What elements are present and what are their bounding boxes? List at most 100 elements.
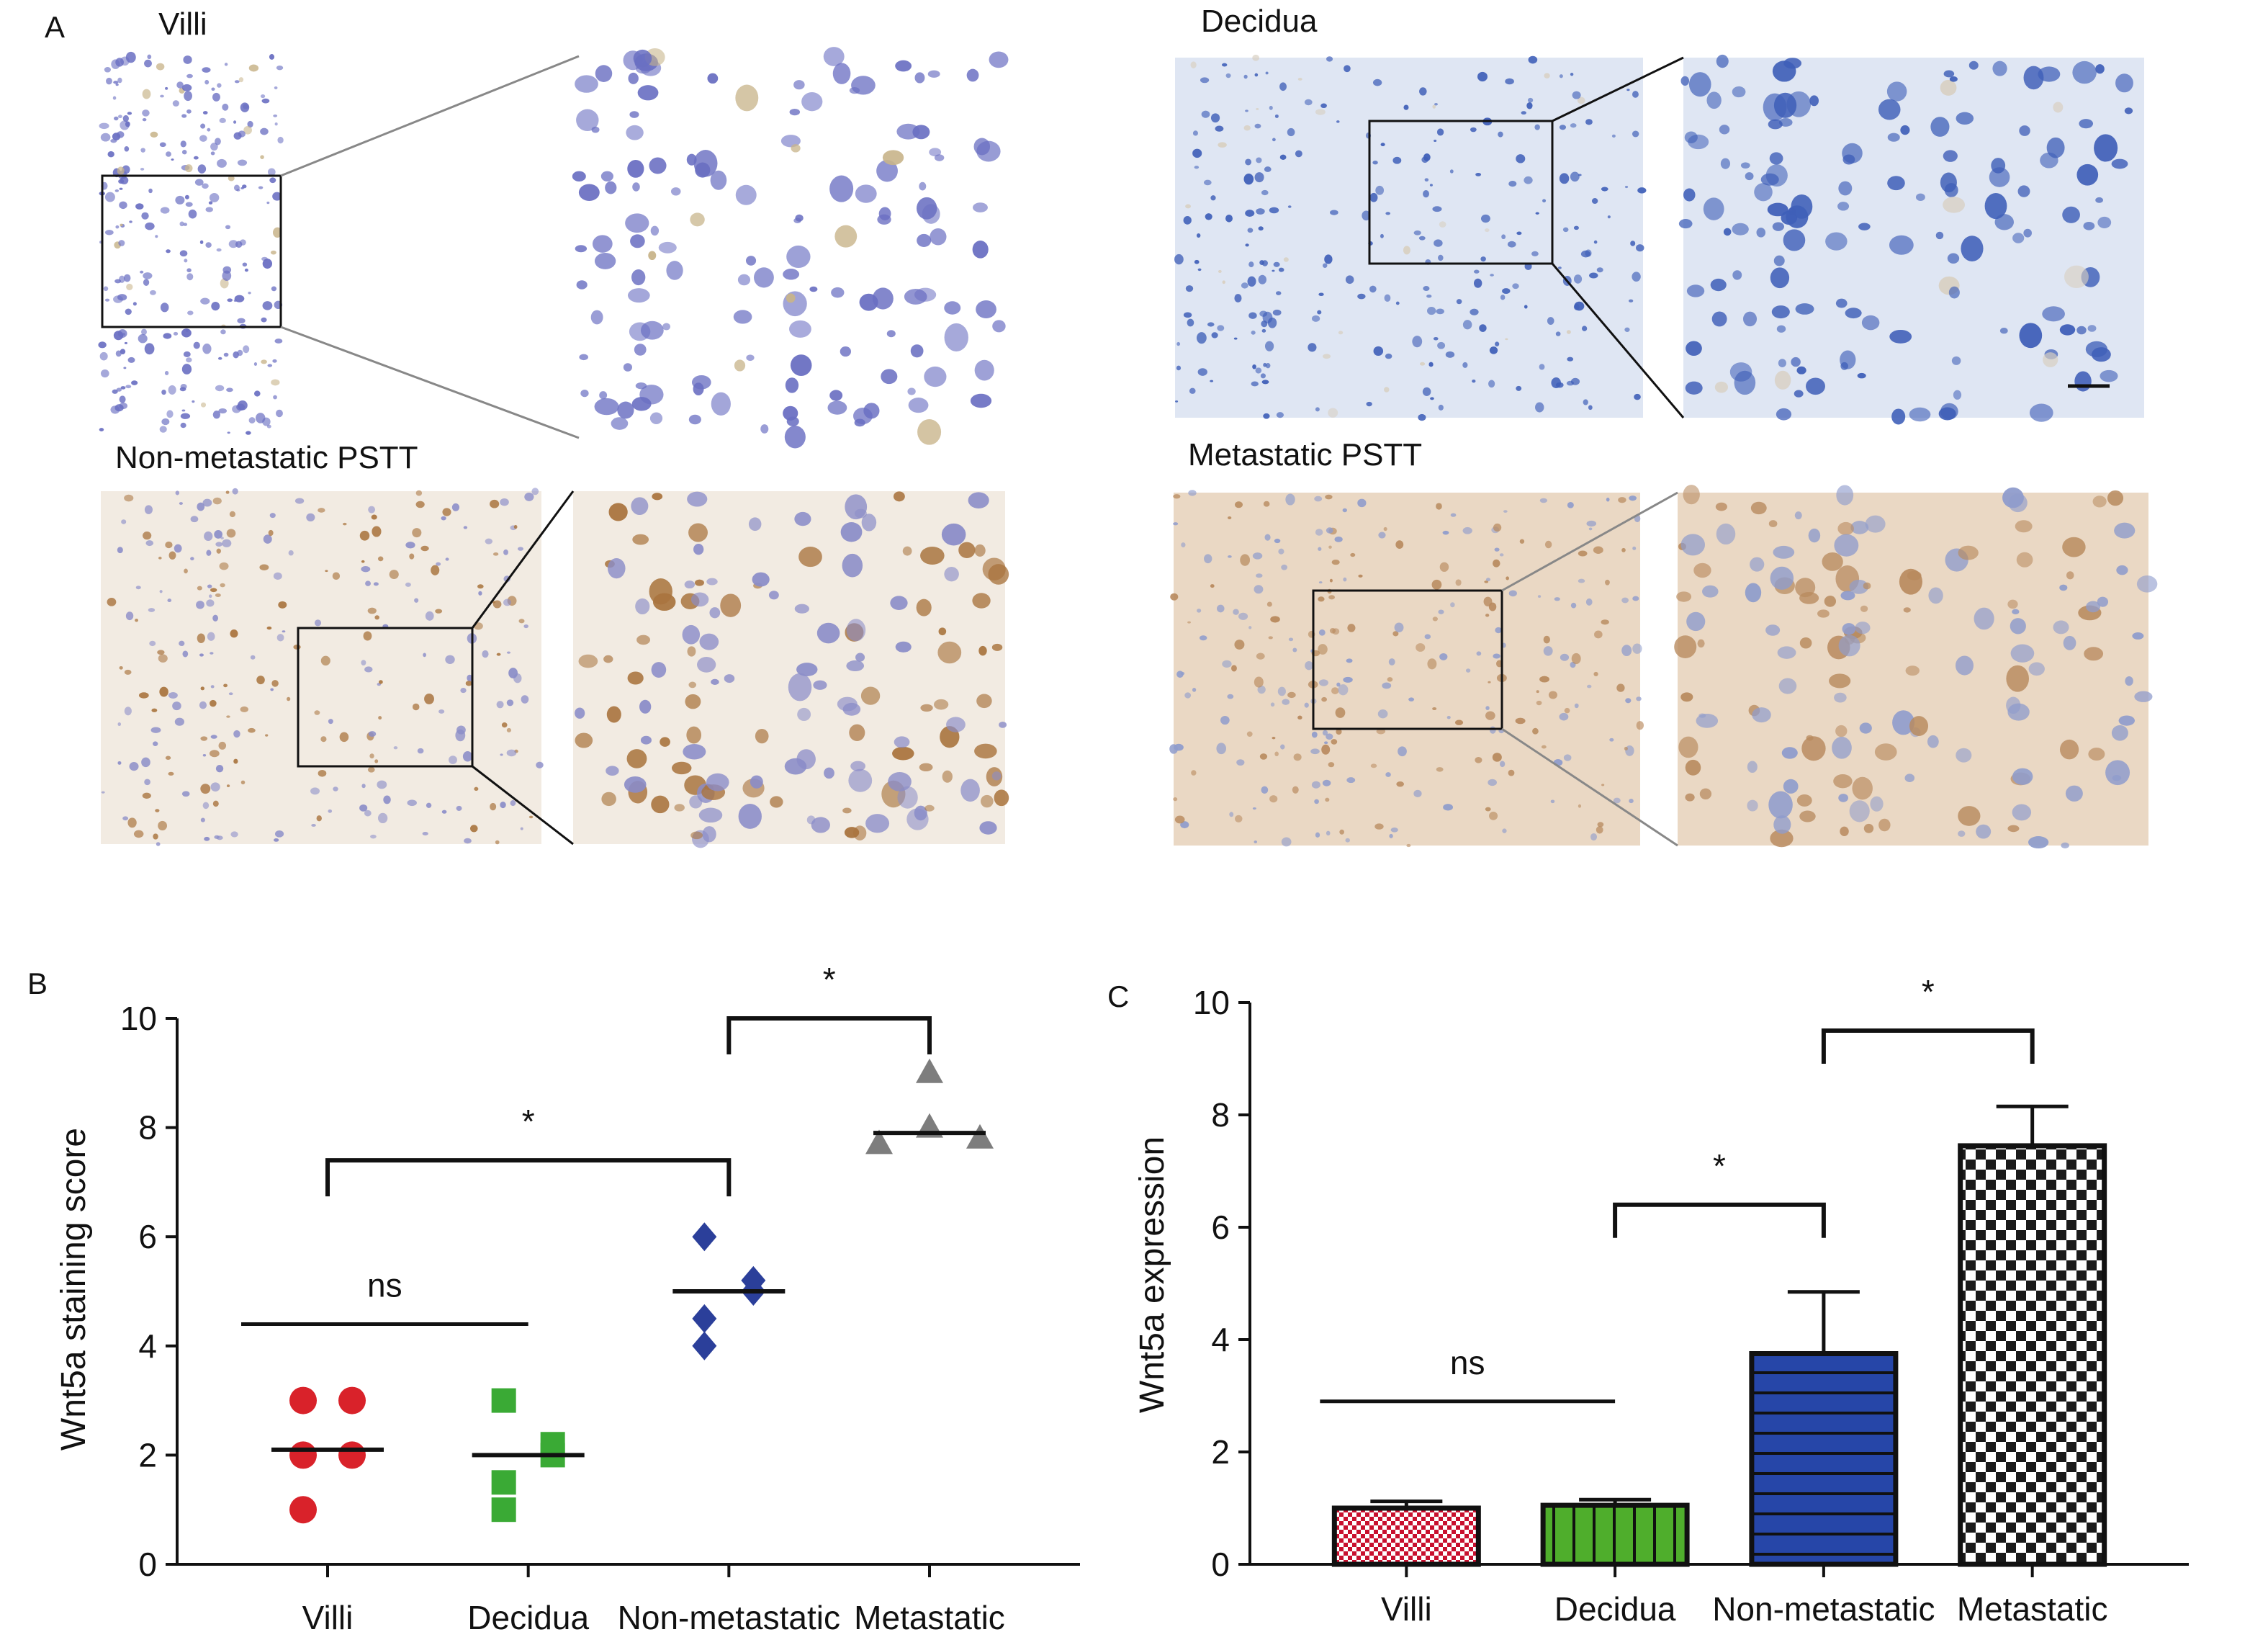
stained-cell [1524, 305, 1528, 309]
stained-cell [183, 223, 188, 226]
stained-cell [1462, 362, 1468, 368]
stained-cell [652, 593, 676, 611]
stained-cell [320, 655, 330, 666]
stained-cell [1346, 658, 1353, 663]
stained-cell [1434, 139, 1437, 143]
stained-cell [377, 556, 384, 562]
stained-cell [490, 802, 497, 811]
stained-cell [2046, 137, 2065, 158]
stained-cell [1315, 832, 1320, 838]
villi-image-title: Villi [158, 6, 207, 42]
meta-zoom-line-top [1501, 491, 1678, 592]
stained-cell [1492, 753, 1502, 762]
stained-cell [1285, 493, 1295, 506]
stained-cell [1336, 120, 1340, 123]
stained-cell [1358, 574, 1363, 578]
stained-cell [1716, 523, 1736, 545]
stained-cell [1494, 547, 1500, 552]
stained-cell [2086, 601, 2101, 613]
stained-cell [1192, 688, 1197, 692]
stained-cell [219, 562, 229, 570]
stained-cell [273, 115, 278, 117]
stained-cell [2076, 326, 2087, 335]
stained-cell [658, 241, 677, 254]
stained-cell [210, 699, 217, 707]
stained-cell [183, 351, 191, 357]
stained-cell [294, 498, 305, 504]
stained-cell [2115, 73, 2133, 93]
stained-cell [482, 650, 489, 658]
stained-cell [240, 780, 246, 785]
stained-cell [1272, 737, 1276, 740]
stained-cell [1423, 189, 1429, 198]
stained-cell [126, 283, 133, 290]
stained-cell [124, 494, 134, 502]
stained-cell [190, 516, 199, 523]
stained-cell [1184, 692, 1192, 699]
stained-cell [1328, 595, 1335, 600]
stained-cell [855, 653, 865, 662]
stained-cell [140, 270, 144, 274]
micrograph-background [101, 491, 541, 844]
stained-cell [1305, 660, 1313, 671]
stained-cell [158, 820, 168, 831]
stained-cell [1272, 269, 1275, 272]
stained-cell [1438, 404, 1444, 411]
stained-cell [1225, 214, 1233, 223]
stained-cell [1252, 807, 1256, 810]
stained-cell [2042, 306, 2065, 322]
stained-cell [173, 331, 179, 336]
stained-cell [1567, 502, 1574, 508]
stained-cell [1194, 166, 1200, 169]
stained-cell [1574, 703, 1579, 709]
stained-cell [328, 719, 333, 725]
stained-cell [1203, 179, 1212, 186]
stained-cell [1336, 728, 1342, 735]
stained-cell [460, 687, 467, 694]
stained-cell [572, 171, 586, 182]
stained-cell [684, 580, 696, 589]
stained-cell [601, 792, 616, 807]
stained-cell [180, 140, 186, 148]
stained-cell [1387, 677, 1393, 682]
stained-cell [693, 150, 718, 177]
stained-cell [1423, 153, 1431, 161]
stained-cell [276, 409, 283, 418]
stained-cell [185, 328, 189, 333]
stained-cell [849, 724, 865, 742]
stained-cell [1840, 350, 1856, 369]
stained-cell [200, 686, 205, 691]
stained-cell [261, 359, 267, 364]
stained-cell [946, 717, 966, 732]
stained-cell [150, 727, 161, 733]
stained-cell [1597, 822, 1604, 828]
stained-cell [220, 329, 226, 335]
stained-cell [1274, 538, 1281, 544]
stained-cell [262, 417, 271, 426]
stained-cell [182, 650, 189, 658]
stained-cell [1201, 110, 1210, 118]
stained-cell [150, 290, 156, 295]
stained-cell [187, 310, 194, 315]
stained-cell [780, 135, 801, 148]
stained-cell [370, 834, 377, 839]
stained-cell [1343, 577, 1347, 582]
stained-cell [1770, 829, 1794, 848]
stained-cell [1408, 697, 1415, 701]
stained-cell [917, 419, 942, 445]
meta-overview-micrograph [1169, 490, 1644, 848]
stained-cell [1781, 747, 1798, 759]
stained-cell [1473, 269, 1480, 274]
stained-cell [1578, 578, 1585, 583]
stained-cell [123, 274, 131, 282]
stained-cell [1835, 725, 1848, 737]
stained-cell [630, 234, 645, 248]
stained-cell [478, 591, 482, 596]
stained-cell [1192, 130, 1198, 136]
stained-cell [193, 341, 200, 349]
stained-cell [1181, 542, 1186, 548]
stained-cell [142, 117, 147, 122]
stained-cell [1548, 691, 1557, 699]
stained-cell [210, 143, 218, 151]
stained-cell [1426, 307, 1436, 315]
